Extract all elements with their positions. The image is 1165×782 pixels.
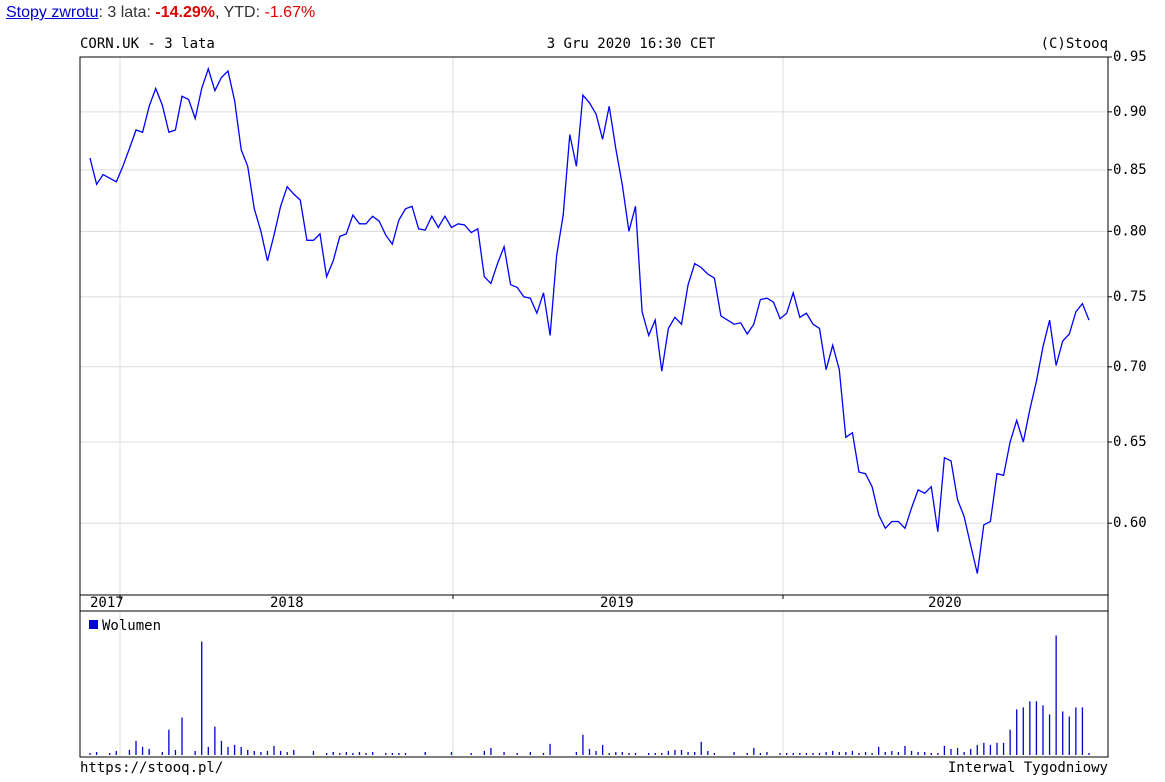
- copyright: (C)Stooq: [1041, 36, 1108, 52]
- x-tick-label: 2020: [928, 595, 962, 611]
- label: : 3 lata:: [98, 4, 156, 21]
- y-tick-label: 0.90: [1113, 104, 1147, 120]
- y-tick-label: 0.95: [1113, 49, 1147, 65]
- interval: Interwal Tygodniowy: [948, 760, 1108, 776]
- date: 3 Gru 2020 16:30 CET: [547, 36, 716, 52]
- footer-url: https://stooq.pl/: [80, 760, 223, 776]
- x-tick-label: 2017: [90, 595, 124, 611]
- y-tick-label: 0.70: [1113, 359, 1147, 375]
- frame: [79, 56, 1109, 758]
- returns-link[interactable]: Stopy zwrotu: [6, 4, 99, 21]
- y-tick-label: 0.60: [1113, 515, 1147, 531]
- header: Stopy zwrotu: 3 lata: -14.29%, YTD: -1.6…: [6, 4, 315, 22]
- price-line: [89, 66, 1090, 574]
- legend-label: Wolumen: [102, 618, 161, 634]
- x-tick-label: 2019: [600, 595, 634, 611]
- legend-swatch: [89, 620, 98, 629]
- return-3y: -14.29%: [155, 4, 215, 21]
- chart-title: CORN.UK - 3 lata: [80, 36, 215, 52]
- x-tick-label: 2018: [270, 595, 304, 611]
- y-tick-label: 0.80: [1113, 223, 1147, 239]
- y-tick-label: 0.75: [1113, 289, 1147, 305]
- y-tick-label: 0.85: [1113, 162, 1147, 178]
- y-tick-label: 0.65: [1113, 434, 1147, 450]
- label: , YTD:: [215, 4, 265, 21]
- return-ytd: -1.67%: [264, 4, 316, 21]
